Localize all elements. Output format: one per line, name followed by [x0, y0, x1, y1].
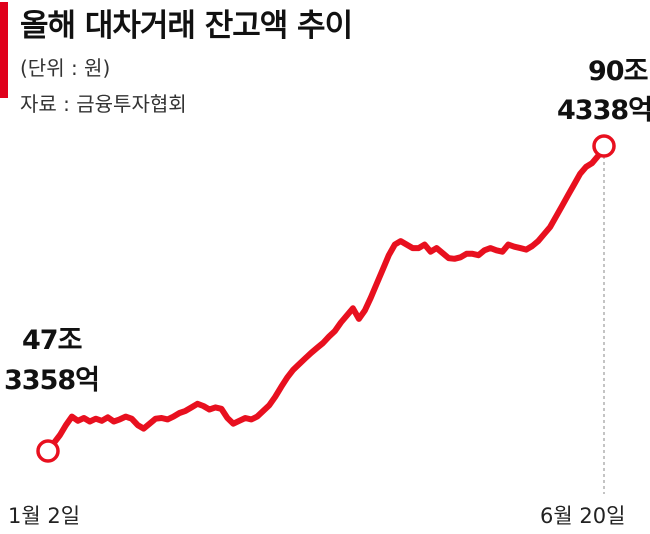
chart-title: 올해 대차거래 잔고액 추이 [20, 8, 353, 44]
start-value-label-2: 3358억 [4, 365, 99, 396]
x-tick-label-start: 1월 2일 [8, 504, 80, 528]
start-point-marker [36, 439, 60, 463]
end-value-label-2: 4338억 [557, 95, 650, 126]
source-label: 자료 : 금융투자협회 [20, 92, 187, 116]
x-tick-label-end: 6월 20일 [540, 504, 625, 528]
accent-bar [0, 2, 8, 98]
unit-label: (단위 : 원) [20, 56, 111, 80]
end-point-marker [592, 134, 616, 158]
end-value-label-1: 90조 [588, 56, 648, 87]
start-value-label-1: 47조 [22, 325, 82, 356]
series-line [45, 143, 607, 454]
